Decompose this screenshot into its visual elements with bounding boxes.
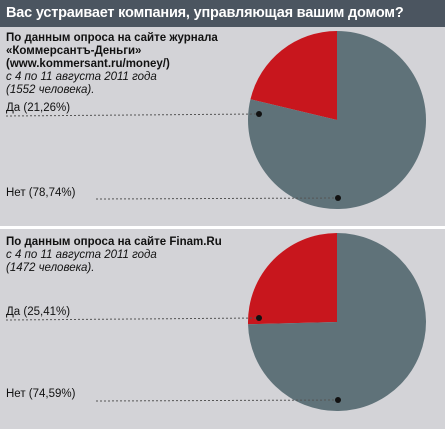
survey2-meta-line: с 4 по 11 августа 2011 года — [6, 249, 157, 261]
pie-slice-yes — [250, 31, 337, 120]
survey2-yes-label: Да (25,41%) — [6, 306, 71, 318]
survey1-source-line: «Коммерсантъ-Деньги» — [6, 45, 142, 57]
pie-slice-no — [248, 232, 427, 412]
survey1-source-line: (www.kommersant.ru/money/) — [6, 58, 170, 70]
yes-leader-dot — [256, 315, 262, 321]
survey2-no-label: Нет (74,59%) — [6, 388, 76, 400]
no-leader-line — [95, 399, 339, 402]
yes-leader-line — [5, 113, 260, 117]
no-leader-line — [95, 197, 339, 200]
survey2-source-line: По данным опроса на сайте Finam.Ru — [6, 236, 222, 248]
no-leader-dot — [335, 195, 341, 201]
chart-title: Вас устраивает компания, управляющая ваш… — [6, 5, 404, 21]
panel-divider — [0, 226, 445, 229]
pie-slice-no — [248, 30, 427, 209]
survey1-meta-line: (1552 человека). — [6, 84, 95, 96]
pie-slice-yes — [248, 233, 337, 325]
survey2-caption: По данным опроса на сайте Finam.Ru с 4 п… — [6, 236, 222, 275]
survey1-yes-label: Да (21,26%) — [6, 102, 71, 114]
title-bar: Вас устраивает компания, управляющая ваш… — [0, 0, 445, 27]
no-leader-dot — [335, 397, 341, 403]
survey1-caption: По данным опроса на сайте журнала «Комме… — [6, 32, 218, 97]
survey2-meta-line: (1472 человека). — [6, 262, 95, 274]
survey1-no-label: Нет (78,74%) — [6, 187, 76, 199]
survey1-source-line: По данным опроса на сайте журнала — [6, 32, 218, 44]
survey1-meta-line: с 4 по 11 августа 2011 года — [6, 71, 157, 83]
yes-leader-line — [5, 317, 260, 321]
yes-leader-dot — [256, 111, 262, 117]
